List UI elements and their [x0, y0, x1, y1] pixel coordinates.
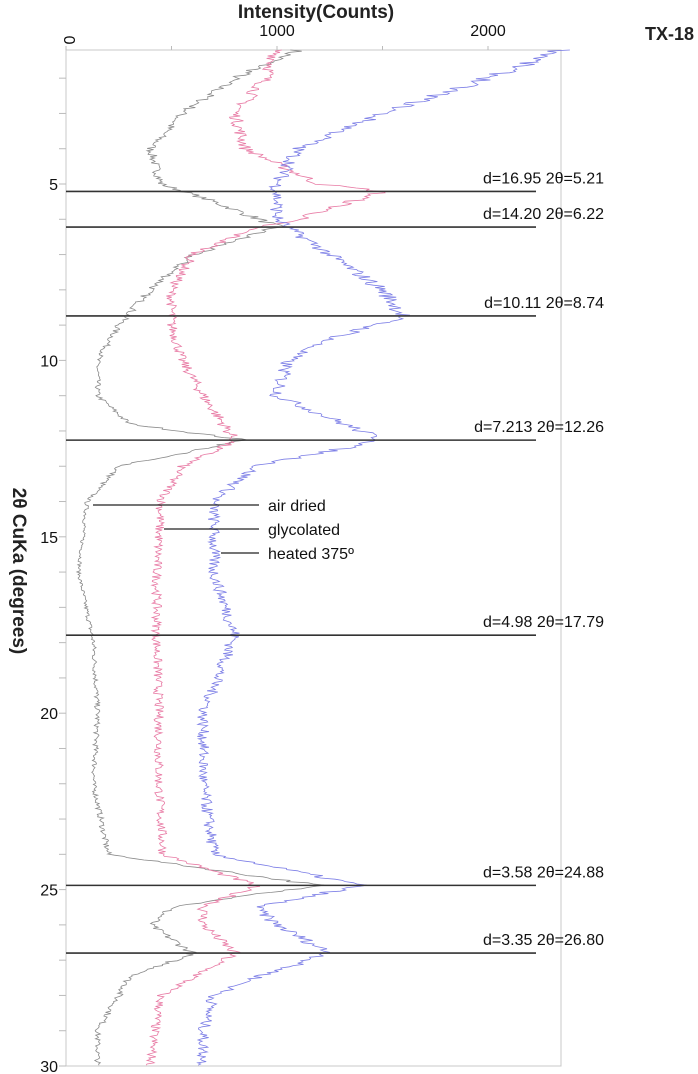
- peak-label: d=14.20 2θ=6.22: [483, 206, 604, 223]
- axes: 0 1000 2000 5 10 15 20 25 30: [40, 23, 562, 1074]
- peak-annotations: d=16.95 2θ=5.21 d=14.20 2θ=6.22 d=10.11 2θ…: [66, 170, 604, 954]
- x-tick-label: 0: [62, 35, 79, 44]
- plot-frame: [65, 49, 562, 1067]
- legend-entry: glycolated: [268, 522, 340, 539]
- sample-id-label: TX-18: [644, 24, 694, 44]
- y-tick-label: 20: [40, 706, 58, 723]
- series-glycolated: [145, 49, 386, 1066]
- y-tick-label: 15: [40, 530, 58, 547]
- peak-label: d=7.213 2θ=12.26: [474, 419, 604, 436]
- peak-label: d=3.35 2θ=26.80: [483, 932, 604, 949]
- legend: air dried glycolated heated 375º: [93, 498, 354, 563]
- series-group: [75, 49, 570, 1066]
- peak-label: d=10.11 2θ=8.74: [484, 295, 604, 312]
- series-air-dried: [75, 49, 325, 1066]
- y-tick-label: 10: [40, 353, 58, 370]
- y-tick-label: 30: [40, 1059, 58, 1074]
- peak-label: d=3.58 2θ=24.88: [483, 864, 604, 881]
- legend-entry: air dried: [268, 498, 326, 515]
- x-tick-label: 2000: [470, 23, 506, 40]
- y-tick-label: 5: [49, 177, 58, 194]
- chart-title: Intensity(Counts): [237, 2, 395, 23]
- series-heated-375: [196, 49, 570, 1066]
- x-tick-label: 1000: [259, 23, 295, 40]
- y-tick-label: 25: [40, 883, 58, 900]
- peak-label: d=4.98 2θ=17.79: [483, 614, 604, 631]
- legend-entry: heated 375º: [268, 546, 354, 563]
- peak-label: d=16.95 2θ=5.21: [483, 170, 604, 187]
